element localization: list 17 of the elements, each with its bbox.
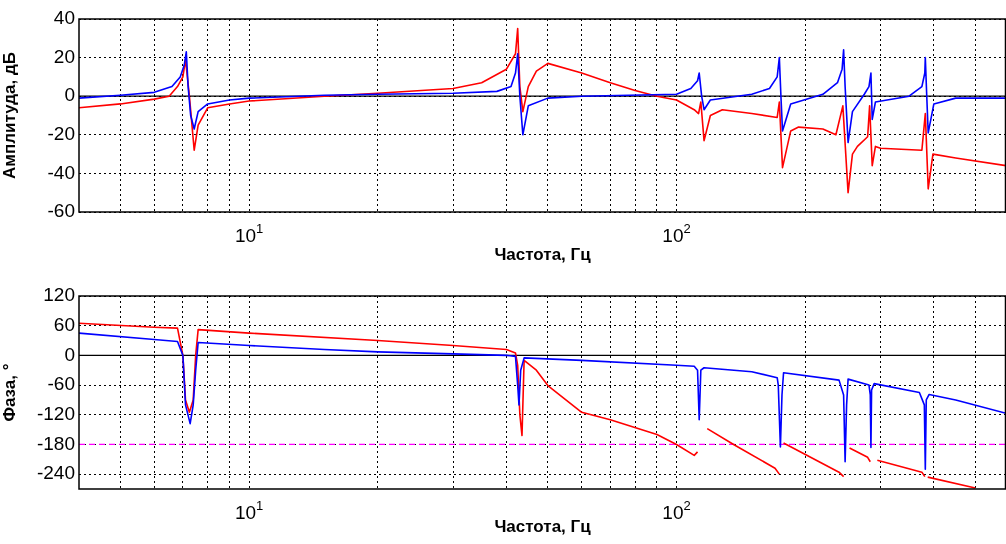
- y-axis-title: Амплитуда, дБ: [0, 52, 19, 179]
- y-tick-label: -40: [47, 161, 75, 183]
- y-tick-label: -20: [47, 123, 75, 145]
- y-tick-label: -240: [36, 462, 75, 484]
- x-axis-title: Частота, Гц: [494, 245, 592, 265]
- y-tick-label: 0: [64, 343, 75, 365]
- y-tick-label: -180: [36, 432, 75, 454]
- y-tick-label: 40: [53, 7, 75, 29]
- y-tick-label: 60: [53, 313, 75, 335]
- y-tick-label: -60: [47, 373, 75, 395]
- y-tick-label: -60: [47, 200, 75, 222]
- y-tick-label: 20: [53, 45, 75, 67]
- y-tick-label: 120: [43, 284, 75, 306]
- y-tick-label: -120: [36, 403, 75, 424]
- y-tick-label: 0: [64, 84, 75, 106]
- x-axis-title: Частота, Гц: [494, 517, 592, 537]
- y-axis-title: Фаза, °: [0, 363, 19, 422]
